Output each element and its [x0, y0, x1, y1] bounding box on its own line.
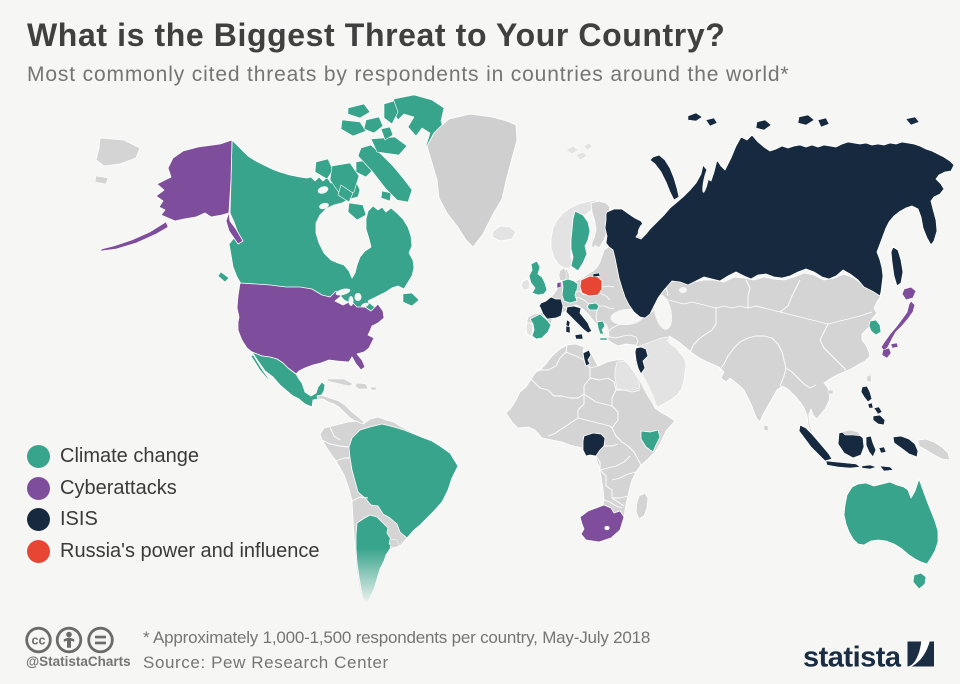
svg-text:statista: statista — [803, 642, 902, 671]
svg-text:cc: cc — [32, 634, 46, 648]
